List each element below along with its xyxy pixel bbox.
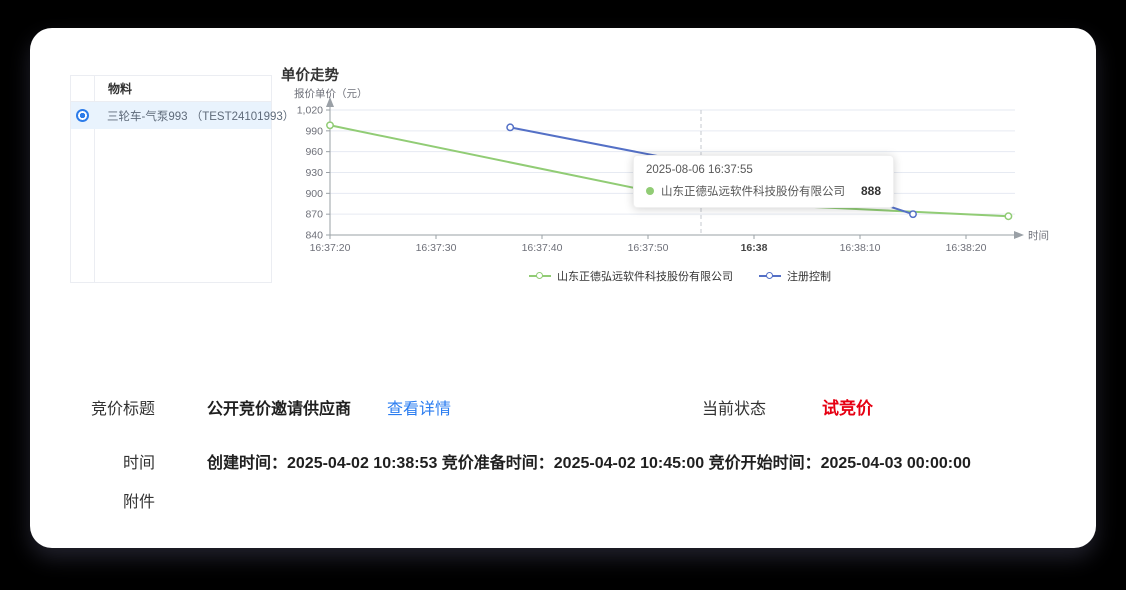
bid-title-label: 竞价标题 — [90, 401, 155, 418]
status-badge: 试竞价 — [822, 399, 873, 418]
legend-item-supplier[interactable]: 山东正德弘远软件科技股份有限公司 — [529, 268, 733, 284]
svg-text:16:37:20: 16:37:20 — [310, 242, 351, 254]
chart-legend: 山东正德弘远软件科技股份有限公司 注册控制 — [280, 268, 1080, 284]
current-status-label: 当前状态 — [702, 401, 767, 418]
svg-text:930: 930 — [305, 167, 323, 179]
time-value: 创建时间：2025-04-02 10:38:53 竞价准备时间：2025-04-… — [207, 455, 971, 472]
chart-title: 单价走势 — [281, 68, 339, 84]
table-column-divider — [94, 76, 95, 282]
svg-text:时间: 时间 — [1028, 229, 1049, 242]
chart-plot-area[interactable]: 840 870 900 930 960 990 1,020 16:37:20 16:37:30 1… — [280, 85, 1080, 260]
svg-text:990: 990 — [305, 125, 323, 137]
legend-item-register-control[interactable]: 注册控制 — [759, 268, 831, 284]
radio-selected-icon[interactable] — [76, 109, 89, 122]
view-details-link[interactable]: 查看详情 — [387, 401, 452, 418]
legend-line-marker-icon — [529, 272, 551, 279]
material-row-label: 三轮车-气泵993 （TEST24101993） — [107, 110, 295, 123]
svg-text:16:38:20: 16:38:20 — [946, 242, 987, 254]
bid-title-value: 公开竞价邀请供应商 — [207, 401, 352, 418]
svg-text:16:37:50: 16:37:50 — [628, 242, 669, 254]
materials-table: 物料 三轮车-气泵993 （TEST24101993） — [70, 75, 294, 283]
materials-column-header: 物料 — [71, 76, 271, 102]
attachment-label: 附件 — [122, 494, 155, 511]
svg-text:900: 900 — [305, 188, 323, 200]
svg-text:报价单价（元）: 报价单价（元） — [294, 87, 368, 100]
legend-label: 山东正德弘远软件科技股份有限公司 — [557, 271, 733, 283]
time-label: 时间 — [122, 455, 155, 472]
svg-text:960: 960 — [305, 146, 323, 158]
svg-text:1,020: 1,020 — [297, 105, 323, 117]
tooltip-timestamp: 2025-08-06 16:37:55 — [646, 164, 753, 176]
tooltip-series-dot-icon — [646, 187, 654, 195]
legend-line-marker-icon — [759, 272, 781, 279]
svg-text:16:38:10: 16:38:10 — [840, 242, 881, 254]
legend-label: 注册控制 — [787, 271, 831, 283]
tooltip-series-name: 山东正德弘远软件科技股份有限公司 — [661, 186, 845, 198]
svg-text:870: 870 — [305, 209, 323, 221]
price-trend-chart[interactable]: 840 870 900 930 960 990 1,020 16:37:20 16:37:30 1… — [280, 85, 1080, 310]
material-row[interactable]: 三轮车-气泵993 （TEST24101993） — [71, 102, 294, 129]
svg-text:16:37:30: 16:37:30 — [416, 242, 457, 254]
chart-tooltip: 2025-08-06 16:37:55 山东正德弘远软件科技股份有限公司 888 — [633, 155, 895, 208]
main-panel-card: 物料 三轮车-气泵993 （TEST24101993） 单价走势 840 870 9… — [30, 28, 1096, 548]
tooltip-value: 888 — [861, 184, 882, 198]
svg-text:840: 840 — [305, 230, 323, 242]
svg-text:16:38: 16:38 — [741, 242, 768, 254]
svg-text:16:37:40: 16:37:40 — [522, 242, 563, 254]
